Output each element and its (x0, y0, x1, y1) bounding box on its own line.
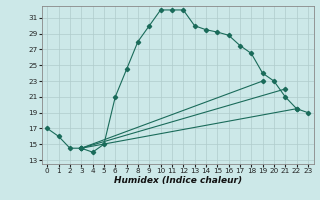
X-axis label: Humidex (Indice chaleur): Humidex (Indice chaleur) (114, 176, 242, 185)
